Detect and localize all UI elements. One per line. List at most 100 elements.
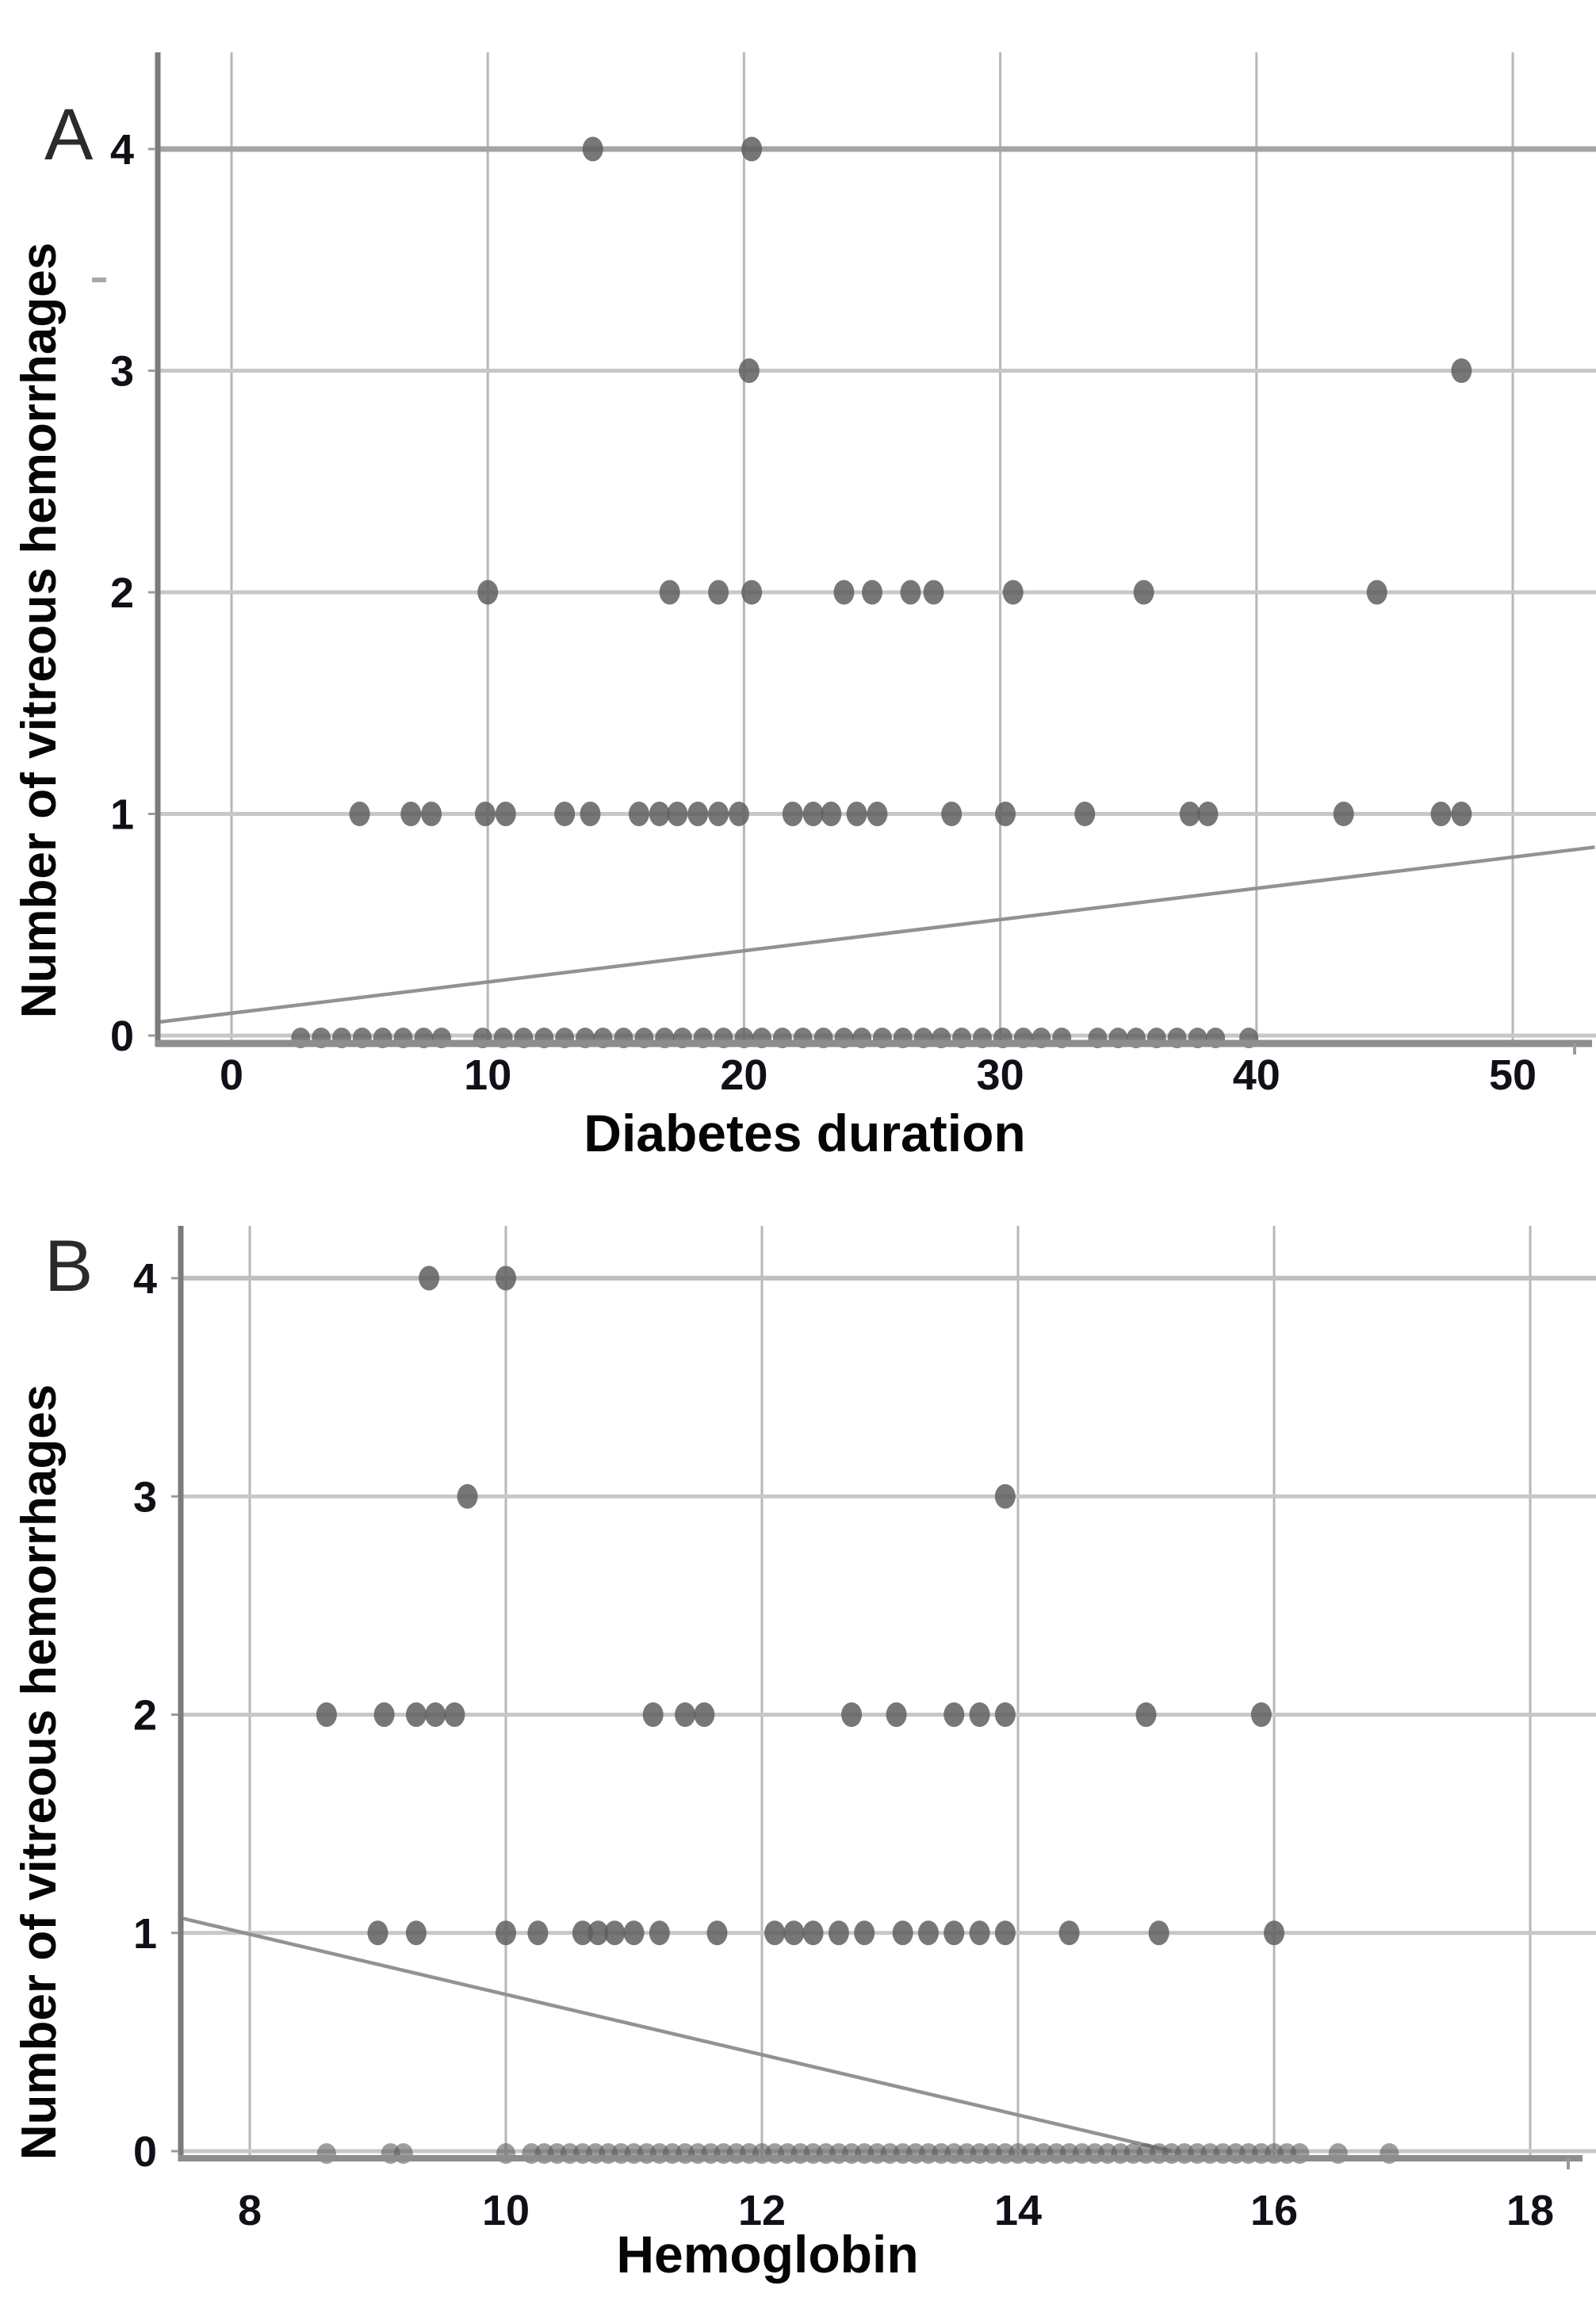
data-point: [1451, 358, 1472, 383]
fit-line: [157, 845, 1595, 1024]
data-point: [1451, 802, 1472, 826]
y-tick-label: 0: [133, 2128, 157, 2176]
series-y1: [367, 1920, 1284, 1946]
data-point: [527, 1920, 549, 1946]
y-tick-label: 3: [110, 348, 134, 396]
x-tick-label: 0: [220, 1051, 243, 1099]
data-point: [474, 802, 496, 826]
data-point: [1002, 580, 1024, 605]
data-point: [1366, 580, 1387, 605]
data-point: [554, 802, 576, 826]
data-point: [943, 1920, 965, 1946]
data-point: [923, 580, 944, 605]
data-point: [694, 1702, 715, 1727]
data-point: [1250, 1702, 1272, 1727]
x-tick-label: 30: [977, 1051, 1024, 1099]
data-point: [419, 1265, 440, 1291]
data-point: [582, 136, 603, 162]
data-point: [706, 1920, 728, 1946]
panel-letter: B: [44, 1226, 93, 1307]
x-tick-label: 20: [720, 1051, 767, 1099]
data-point: [400, 802, 422, 826]
y-tick-label: 4: [133, 1255, 157, 1303]
x-tick-label: 8: [238, 2187, 262, 2234]
data-point: [1179, 802, 1200, 826]
data-point: [659, 580, 680, 605]
data-point: [802, 802, 824, 826]
series-y2: [477, 580, 1387, 605]
series-y2: [316, 1702, 1272, 1727]
data-point: [425, 1702, 446, 1727]
data-point: [969, 1920, 990, 1946]
series-y4: [582, 136, 763, 162]
stray-mark: [92, 278, 106, 282]
data-point: [728, 802, 749, 826]
data-point: [994, 1702, 1016, 1727]
series-y4: [419, 1265, 516, 1291]
y-tick-label: 2: [110, 569, 134, 617]
data-point: [1148, 1920, 1169, 1946]
data-point: [642, 1702, 664, 1727]
x-tick-label: 10: [482, 2187, 530, 2234]
series-y1: [349, 802, 1472, 826]
data-point: [867, 802, 888, 826]
data-point: [1133, 580, 1154, 605]
x-tick-label: 18: [1506, 2187, 1554, 2234]
data-point: [943, 1702, 965, 1727]
data-point: [917, 1920, 939, 1946]
x-axis-title: Hemoglobin: [616, 2225, 918, 2284]
data-point: [1197, 802, 1219, 826]
data-point: [1430, 802, 1452, 826]
y-axis-title: Number of vitreous hemorrhages: [12, 1384, 67, 2160]
data-point: [628, 802, 649, 826]
data-point: [405, 1920, 427, 1946]
x-tick-label: 14: [994, 2187, 1042, 2234]
data-point: [373, 1702, 395, 1727]
data-point: [764, 1920, 786, 1946]
data-point: [741, 580, 763, 605]
y-tick-label: 3: [133, 1473, 157, 1521]
data-point: [828, 1920, 849, 1946]
data-point: [649, 802, 670, 826]
x-tick-label: 50: [1489, 1051, 1537, 1099]
data-point: [941, 802, 963, 826]
data-point: [572, 1920, 593, 1946]
x-axis-title: Diabetes duration: [584, 1104, 1025, 1162]
series-y3: [738, 358, 1472, 383]
data-point: [854, 1920, 875, 1946]
y-tick-label: 1: [110, 791, 134, 839]
data-point: [846, 802, 867, 826]
data-point: [1264, 1920, 1284, 1946]
panel-letter: A: [44, 94, 94, 175]
data-point: [969, 1702, 990, 1727]
y-tick-label: 1: [133, 1910, 157, 1958]
data-point: [738, 358, 760, 383]
data-point: [833, 580, 855, 605]
data-point: [495, 802, 516, 826]
data-point: [444, 1702, 465, 1727]
data-point: [405, 1702, 427, 1727]
data-point: [687, 802, 709, 826]
data-point: [367, 1920, 388, 1946]
data-point: [802, 1920, 824, 1946]
data-point: [708, 580, 729, 605]
data-point: [587, 1920, 609, 1946]
data-point: [741, 136, 763, 162]
data-point: [457, 1484, 478, 1509]
data-point: [316, 1702, 337, 1727]
data-point: [349, 802, 370, 826]
data-point: [1058, 1920, 1080, 1946]
data-point: [496, 1920, 516, 1946]
data-point: [580, 802, 601, 826]
data-point: [675, 1702, 696, 1727]
data-point: [994, 1484, 1016, 1509]
data-point: [649, 1920, 670, 1946]
data-point: [667, 802, 688, 826]
y-tick-label: 4: [110, 126, 134, 174]
data-point: [477, 580, 499, 605]
data-point: [623, 1920, 645, 1946]
